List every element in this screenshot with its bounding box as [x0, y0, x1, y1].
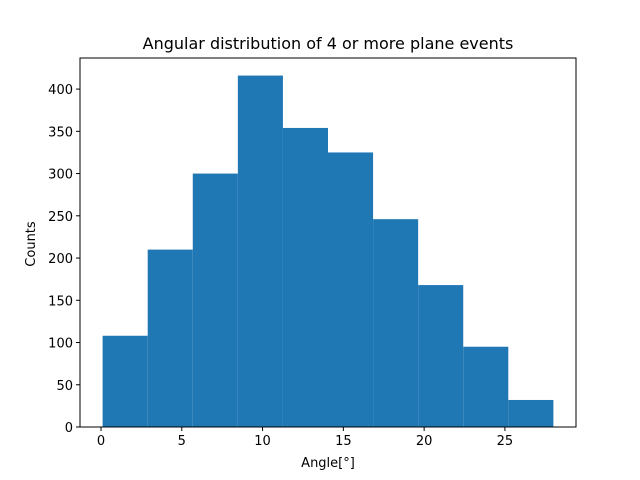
x-axis-label: Angle[°]: [301, 456, 355, 471]
y-tick-label: 350: [48, 125, 73, 140]
chart-title: Angular distribution of 4 or more plane …: [143, 34, 514, 53]
x-tick-label: 10: [254, 434, 271, 449]
y-axis-label: Counts: [24, 221, 39, 267]
histogram-bar: [418, 285, 464, 427]
y-tick-label: 300: [48, 168, 73, 183]
x-axis: 0 5 10 15 20 25: [97, 427, 513, 449]
histogram-bar: [237, 75, 283, 428]
x-tick-label: 15: [335, 434, 352, 449]
y-tick-label: 250: [48, 210, 73, 225]
y-tick-label: 100: [48, 337, 73, 352]
x-tick-label: 20: [416, 434, 433, 449]
plot-frame: [79, 57, 577, 428]
y-tick-label: 0: [65, 421, 73, 436]
histogram-bar: [508, 399, 554, 427]
x-tick-label: 0: [97, 434, 105, 449]
histogram-bar: [463, 346, 509, 427]
histogram-bar: [102, 335, 148, 427]
x-tick-label: 5: [178, 434, 186, 449]
y-tick-label: 200: [48, 252, 73, 267]
x-tick-label: 25: [497, 434, 514, 449]
y-tick-label: 150: [48, 294, 73, 309]
histogram-bar: [373, 219, 419, 427]
bars-group: [102, 75, 554, 428]
histogram-bar: [192, 173, 238, 427]
y-tick-label: 400: [48, 83, 73, 98]
histogram-bar: [328, 152, 374, 428]
y-tick-label: 50: [56, 379, 73, 394]
histogram-bar: [282, 127, 328, 427]
histogram-bar: [147, 249, 193, 427]
y-axis: 0 50 100 150 200 250 300 350 400: [48, 83, 80, 436]
